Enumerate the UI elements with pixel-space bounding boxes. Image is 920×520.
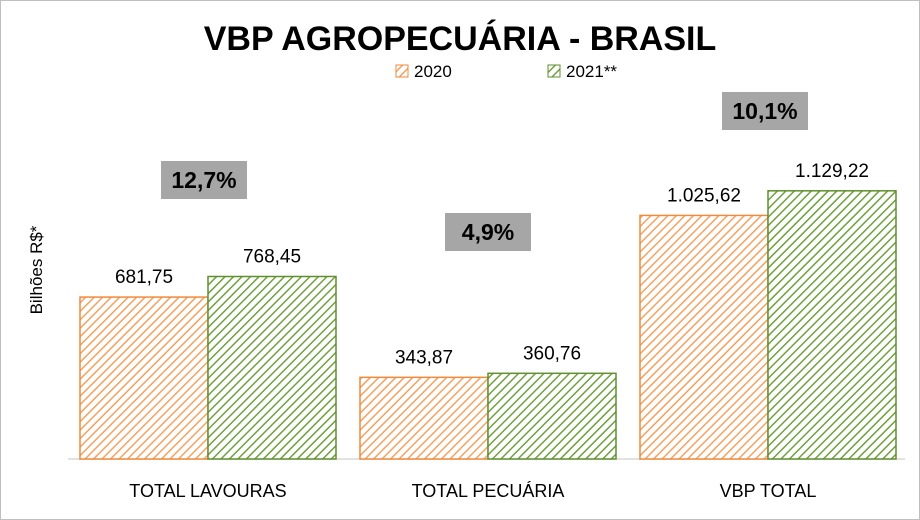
data-label-2021-total-pecuaria: 360,76	[523, 343, 581, 364]
category-tick-labels: TOTAL LAVOURAS TOTAL PECUÁRIA VBP TOTAL	[129, 481, 816, 501]
bar-2020-total-lavouras	[79, 296, 209, 460]
legend: 2020 2021**	[395, 62, 617, 81]
y-axis-label: Bilhões R$*	[27, 225, 46, 314]
tick-label-vbp-total: VBP TOTAL	[720, 481, 817, 501]
tick-label-total-lavouras: TOTAL LAVOURAS	[129, 481, 286, 501]
legend-swatch-2020	[395, 64, 409, 78]
data-label-2021-vbp-total: 1.129,22	[795, 161, 869, 182]
data-label-2020-vbp-total: 1.025,62	[667, 185, 741, 206]
bar-2021-vbp-total	[767, 190, 897, 460]
growth-label-total-pecuaria: 4,9%	[462, 219, 514, 245]
growth-badge-total-pecuaria	[445, 213, 531, 251]
legend-label-2020: 2020	[414, 62, 452, 81]
growth-badge-vbp-total	[722, 92, 808, 130]
bar-2021-total-pecuaria	[487, 372, 617, 460]
legend-swatch-2021	[547, 64, 561, 78]
chart-title: VBP AGROPECUÁRIA - BRASIL	[204, 20, 717, 58]
legend-label-2021: 2021**	[566, 62, 617, 81]
bars	[79, 190, 897, 460]
data-labels: 681,75 768,45 343,87 360,76 1.025,62 1.129,22	[115, 161, 869, 369]
bar-2020-vbp-total	[639, 214, 769, 460]
growth-label-vbp-total: 10,1%	[732, 98, 797, 124]
data-label-2020-total-lavouras: 681,75	[115, 267, 173, 288]
bar-2021-total-lavouras	[207, 275, 337, 460]
tick-label-total-pecuaria: TOTAL PECUÁRIA	[412, 481, 565, 501]
bar-2020-total-pecuaria	[359, 376, 489, 460]
growth-badge-total-lavouras	[161, 161, 247, 199]
growth-badges: 12,7% 4,9% 10,1%	[161, 92, 808, 251]
growth-label-total-lavouras: 12,7%	[171, 167, 236, 193]
data-label-2021-total-lavouras: 768,45	[243, 246, 301, 267]
data-label-2020-total-pecuaria: 343,87	[395, 347, 453, 368]
